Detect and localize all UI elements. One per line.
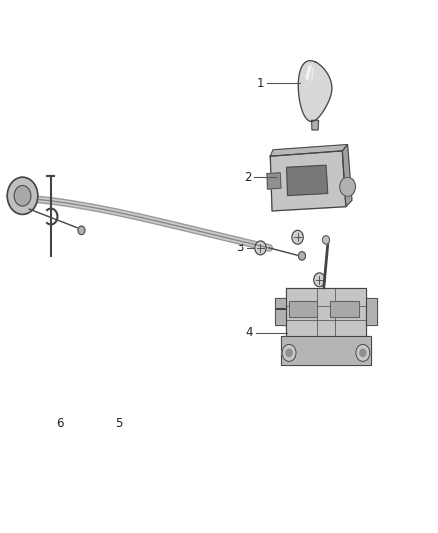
Text: 3: 3	[236, 241, 244, 254]
Polygon shape	[287, 165, 328, 196]
Polygon shape	[298, 61, 332, 122]
Polygon shape	[270, 144, 348, 156]
Bar	[289, 301, 318, 317]
Polygon shape	[275, 298, 286, 325]
Circle shape	[286, 349, 292, 357]
Polygon shape	[366, 298, 377, 325]
Circle shape	[14, 185, 31, 206]
Circle shape	[7, 177, 38, 214]
Circle shape	[356, 344, 370, 361]
Text: 4: 4	[246, 326, 253, 340]
Circle shape	[360, 349, 366, 357]
Polygon shape	[286, 288, 366, 336]
Text: 1: 1	[257, 77, 264, 90]
Circle shape	[292, 230, 303, 244]
Text: 6: 6	[56, 417, 64, 430]
Polygon shape	[267, 173, 281, 189]
Polygon shape	[343, 144, 352, 207]
Bar	[330, 301, 359, 317]
Polygon shape	[281, 336, 371, 365]
Circle shape	[314, 273, 325, 287]
Text: 5: 5	[115, 417, 122, 430]
Circle shape	[340, 177, 356, 196]
Bar	[330, 301, 359, 317]
Circle shape	[282, 344, 296, 361]
Bar	[289, 301, 318, 317]
Text: 2: 2	[244, 171, 251, 184]
Circle shape	[78, 226, 85, 235]
Circle shape	[298, 252, 305, 260]
Polygon shape	[311, 120, 318, 130]
Circle shape	[322, 236, 329, 244]
Circle shape	[255, 241, 266, 255]
Polygon shape	[270, 151, 346, 211]
